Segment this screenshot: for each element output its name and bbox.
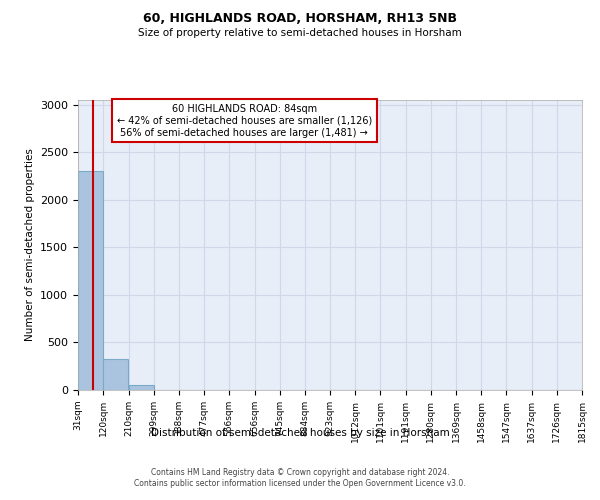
Bar: [128, 385, 154, 390]
Text: 60, HIGHLANDS ROAD, HORSHAM, RH13 5NB: 60, HIGHLANDS ROAD, HORSHAM, RH13 5NB: [143, 12, 457, 26]
Text: Contains HM Land Registry data © Crown copyright and database right 2024.
Contai: Contains HM Land Registry data © Crown c…: [134, 468, 466, 487]
Text: Size of property relative to semi-detached houses in Horsham: Size of property relative to semi-detach…: [138, 28, 462, 38]
Text: Distribution of semi-detached houses by size in Horsham: Distribution of semi-detached houses by …: [151, 428, 449, 438]
Bar: [78, 172, 103, 390]
Text: 60 HIGHLANDS ROAD: 84sqm
← 42% of semi-detached houses are smaller (1,126)
56% o: 60 HIGHLANDS ROAD: 84sqm ← 42% of semi-d…: [116, 104, 372, 138]
Bar: [103, 358, 128, 390]
Y-axis label: Number of semi-detached properties: Number of semi-detached properties: [25, 148, 35, 342]
